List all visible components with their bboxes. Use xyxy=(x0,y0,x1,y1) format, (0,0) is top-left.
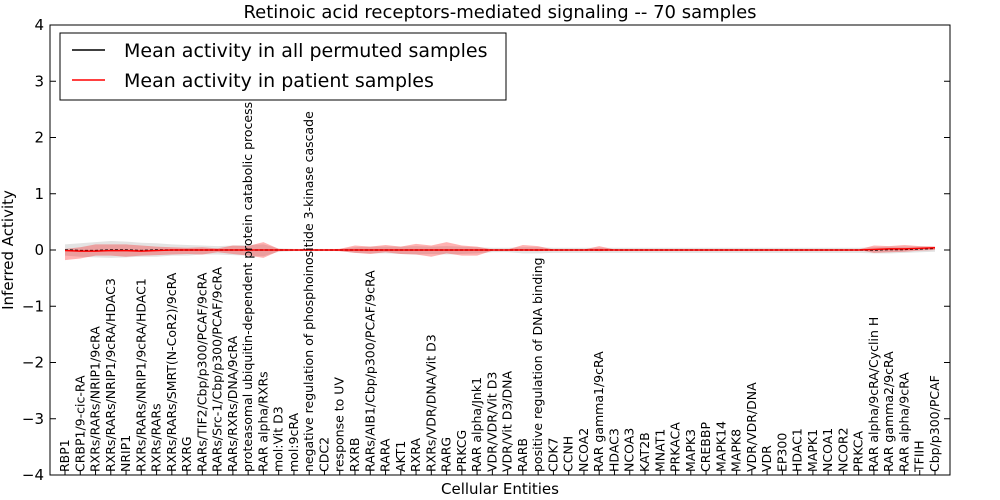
x-tick-label: PRKCG xyxy=(454,430,469,472)
x-tick-label: AKT1 xyxy=(393,441,408,472)
x-tick-label: RXRs/RARs xyxy=(149,403,164,472)
x-tick-label: RAR alpha/9cRA/Cyclin H xyxy=(866,317,881,472)
x-tick-label: RBP1 xyxy=(57,439,72,472)
x-tick-label: HDAC1 xyxy=(790,428,805,472)
x-tick-label: PRKACA xyxy=(668,422,683,472)
x-tick-label: RARA xyxy=(378,438,393,472)
x-tick-label: RAR gamma1/9cRA xyxy=(591,351,606,472)
x-tick-label: RXRs/RARs/NRIP1/9cRA/HDAC1 xyxy=(133,278,148,472)
x-tick-label: NCOA2 xyxy=(576,428,591,472)
x-tick-label: CDK7 xyxy=(545,437,560,472)
x-tick-label: mol:Vit D3 xyxy=(271,406,286,472)
y-tick-label: −4 xyxy=(22,466,44,484)
x-tick-label: MAPK14 xyxy=(713,421,728,472)
y-tick-label: −2 xyxy=(22,354,44,372)
x-tick-label: VDR xyxy=(759,445,774,472)
x-tick-label: PRKCA xyxy=(851,431,866,472)
x-tick-label: MNAT1 xyxy=(652,429,667,472)
x-tick-label: CCNH xyxy=(561,436,576,472)
x-tick-label: Cbp/p300/PCAF xyxy=(927,375,942,472)
x-tick-label: positive regulation of DNA binding xyxy=(530,257,545,472)
x-tick-label: VDR/VDR/Vit D3 xyxy=(484,372,499,472)
x-tick-label: RAR alpha/RXRs xyxy=(255,371,270,472)
legend-label-patient: Mean activity in patient samples xyxy=(124,70,434,92)
y-axis-label: Inferred Activity xyxy=(0,190,17,310)
x-tick-label: NCOR2 xyxy=(835,427,850,472)
series-lines xyxy=(64,247,936,252)
x-tick-label: RXRA xyxy=(408,438,423,472)
x-tick-label: CREBBP xyxy=(698,422,713,472)
legend: Mean activity in all permuted samples Me… xyxy=(59,32,507,101)
legend-box xyxy=(59,32,507,101)
x-tick-label: CDC2 xyxy=(316,437,331,472)
x-tick-label: RARs/TIF2/Cbp/p300/PCAF/9cRA xyxy=(194,272,209,472)
x-tick-label: RARs/RXRs/DNA/9cRA xyxy=(225,335,240,472)
x-tick-label: VDR/Vit D3/DNA xyxy=(500,371,515,472)
x-axis-label: Cellular Entities xyxy=(441,480,559,498)
x-tick-label: MAPK8 xyxy=(729,429,744,472)
x-tick-label: RXRB xyxy=(347,437,362,472)
x-tick-label: NRIP1 xyxy=(118,435,133,472)
series-line-patient xyxy=(64,247,936,252)
x-tick-label: TFIIH xyxy=(912,440,927,473)
y-tick-label: 1 xyxy=(34,185,44,203)
x-tick-label: proteasomal ubiquitin-dependent protein … xyxy=(240,102,255,472)
y-tick-label: −1 xyxy=(22,297,44,315)
x-tick-label: RARG xyxy=(439,437,454,472)
chart-title: Retinoic acid receptors-mediated signali… xyxy=(243,2,756,23)
x-tick-label: RXRs/VDR/DNA/Vit D3 xyxy=(423,334,438,472)
y-tick-label: 0 xyxy=(34,241,44,259)
x-tick-label: NCOA1 xyxy=(820,428,835,472)
y-tick-label: 4 xyxy=(34,16,44,34)
band-patient xyxy=(65,242,935,261)
x-tick-label: EP300 xyxy=(774,433,789,472)
x-tick-label: RAR alpha/Jnk1 xyxy=(469,377,484,472)
x-tick-label: RXRs/RARs/NRIP1/9cRA xyxy=(88,326,103,472)
x-tick-label: RXRs/RARs/SMRT(N-CoR2)/9cRA xyxy=(164,272,179,472)
x-tick-label: mol:9cRA xyxy=(286,412,301,472)
x-axis-category-labels: RBP1 CRBP1/9-cic-RA RXRs/RARs/NRIP1/9cRA RX… xyxy=(57,102,942,475)
x-tick-label: response to UV xyxy=(332,377,347,472)
x-tick-label: MAPK1 xyxy=(805,429,820,472)
x-tick-label: KAT2B xyxy=(637,432,652,472)
x-tick-label: NCOA3 xyxy=(622,428,637,472)
x-tick-label: MAPK3 xyxy=(683,429,698,472)
x-tick-label: CRBP1/9-cic-RA xyxy=(72,375,87,472)
y-tick-label: 3 xyxy=(34,72,44,90)
x-tick-label: RARs/Src-1/Cbp/p300/PCAF/9cRA xyxy=(210,266,225,472)
x-tick-label: VDR/VDR/DNA xyxy=(744,382,759,472)
x-tick-label: RARs/AIB1/Cbp/p300/PCAF/9cRA xyxy=(362,270,377,472)
x-tick-label: RXRs/RARs/NRIP1/9cRA/HDAC3 xyxy=(103,278,118,472)
x-tick-label: RXRG xyxy=(179,436,194,472)
y-tick-label: 2 xyxy=(34,129,44,147)
x-tick-label: negative regulation of phosphoinositide … xyxy=(301,111,316,472)
x-tick-label: RAR gamma2/9cRA xyxy=(881,351,896,472)
x-tick-label: RARB xyxy=(515,438,530,472)
y-tick-label: −3 xyxy=(22,410,44,428)
y-axis: 4 3 2 1 0 −1 −2 −3 −4 xyxy=(22,16,950,484)
x-tick-label: HDAC3 xyxy=(606,428,621,472)
legend-label-permuted: Mean activity in all permuted samples xyxy=(124,40,487,62)
x-tick-label: RAR alpha/9cRA xyxy=(896,372,911,472)
